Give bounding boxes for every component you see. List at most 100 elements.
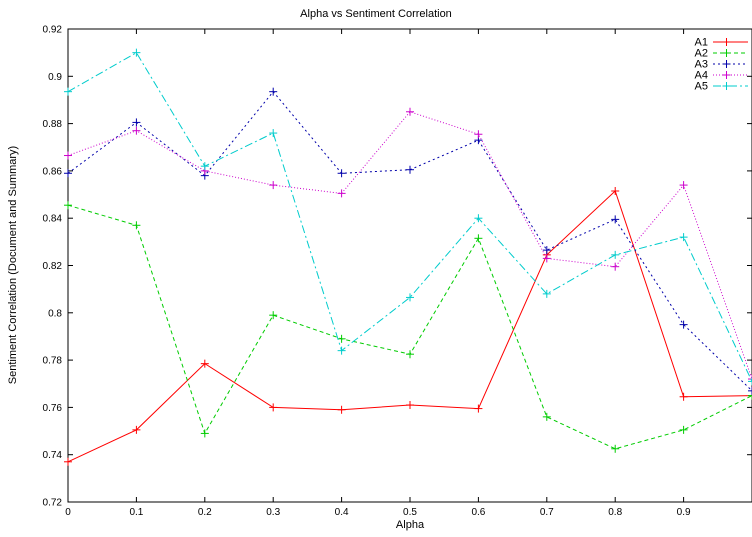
data-point (542, 289, 551, 298)
series-a4 (64, 107, 752, 384)
x-tick-label: 0.6 (471, 507, 485, 518)
series-line (67, 52, 752, 382)
x-tick-label: 0 (65, 507, 71, 518)
data-point (611, 250, 620, 259)
data-point (748, 391, 752, 400)
y-axis-title: Sentiment Correlation (Document and Summ… (7, 146, 19, 384)
series-a2 (64, 201, 752, 453)
data-point (200, 162, 209, 171)
data-point (474, 214, 483, 223)
data-point (269, 181, 278, 190)
data-point (542, 254, 551, 263)
data-point (542, 412, 551, 421)
data-point (132, 425, 141, 434)
y-tick-label: 0.88 (43, 119, 63, 130)
data-point (64, 169, 72, 178)
x-tick-label: 0.4 (335, 507, 349, 518)
plot-frame (67, 28, 752, 503)
y-tick-label: 0.8 (48, 308, 62, 319)
x-tick-label: 0.8 (608, 507, 622, 518)
x-tick-label: 0.9 (677, 507, 691, 518)
data-point (679, 392, 688, 401)
y-tick-label: 0.74 (43, 450, 63, 461)
legend-item-a4: A4 (695, 70, 748, 82)
y-tick-label: 0.9 (48, 72, 62, 83)
data-point (611, 187, 620, 196)
legend-label: A3 (695, 59, 708, 71)
data-point (132, 118, 141, 127)
data-point (748, 375, 752, 384)
series-line (67, 90, 752, 392)
data-point (474, 404, 483, 413)
y-tick-label: 0.72 (43, 498, 63, 509)
data-point (679, 320, 688, 329)
data-point (269, 87, 278, 96)
x-axis: 0 0.1 0.2 0.3 0.4 0.5 0.6 0.7 0.8 0.9 (65, 29, 691, 518)
data-point (406, 165, 414, 174)
series-a3 (64, 87, 752, 395)
series-layer (64, 48, 752, 466)
data-point (679, 233, 688, 242)
legend-item-a3: A3 (695, 59, 748, 71)
y-tick-label: 0.86 (43, 166, 63, 177)
data-point (679, 425, 688, 434)
data-point (132, 48, 141, 57)
data-point (132, 126, 141, 135)
series-line (67, 111, 752, 380)
data-point (64, 201, 72, 210)
data-point (611, 262, 620, 271)
data-point (337, 189, 346, 198)
data-point (200, 429, 209, 438)
data-point (474, 234, 483, 243)
series-a1 (64, 187, 752, 466)
data-point (611, 444, 620, 453)
data-point (64, 151, 72, 160)
legend-item-a5: A5 (695, 81, 748, 93)
x-tick-label: 0.1 (129, 507, 143, 518)
data-point (474, 130, 483, 139)
x-axis-title: Alpha (396, 519, 425, 531)
data-point (269, 129, 278, 138)
x-tick-label: 0.3 (266, 507, 280, 518)
data-point (406, 293, 414, 302)
y-tick-label: 0.92 (43, 25, 63, 36)
x-tick-label: 0.2 (198, 507, 212, 518)
data-point (406, 107, 414, 116)
legend-item-a2: A2 (695, 48, 748, 60)
data-point (337, 334, 346, 343)
data-point (406, 401, 414, 410)
chart-title: Alpha vs Sentiment Correlation (300, 8, 452, 20)
series-a5 (64, 48, 752, 386)
data-point (406, 350, 414, 359)
legend-item-a1: A1 (695, 37, 748, 49)
data-point (611, 215, 620, 224)
data-point (748, 386, 752, 395)
data-point (337, 346, 346, 355)
data-point (337, 169, 346, 178)
y-tick-label: 0.78 (43, 356, 63, 367)
x-tick-label: 0.7 (540, 507, 554, 518)
data-point (269, 311, 278, 320)
y-tick-label: 0.82 (43, 261, 63, 272)
data-point (64, 87, 72, 96)
data-point (748, 377, 752, 386)
y-axis: 0.72 0.74 0.76 0.78 0.8 0.82 0.84 0.86 0.88 0.9 0.… (43, 25, 752, 509)
series-line (67, 190, 752, 463)
data-point (269, 403, 278, 412)
legend-label: A4 (695, 70, 708, 82)
y-tick-label: 0.76 (43, 403, 63, 414)
y-tick-label: 0.84 (43, 214, 63, 225)
data-point (542, 246, 551, 255)
legend-label: A1 (695, 37, 708, 49)
legend-label: A2 (695, 48, 708, 60)
data-point (200, 359, 209, 368)
data-point (64, 457, 72, 466)
x-tick-label: 0.5 (403, 507, 417, 518)
data-point (132, 221, 141, 230)
data-point (679, 181, 688, 190)
legend-label: A5 (695, 81, 708, 93)
series-line (67, 204, 752, 450)
data-point (337, 405, 346, 414)
